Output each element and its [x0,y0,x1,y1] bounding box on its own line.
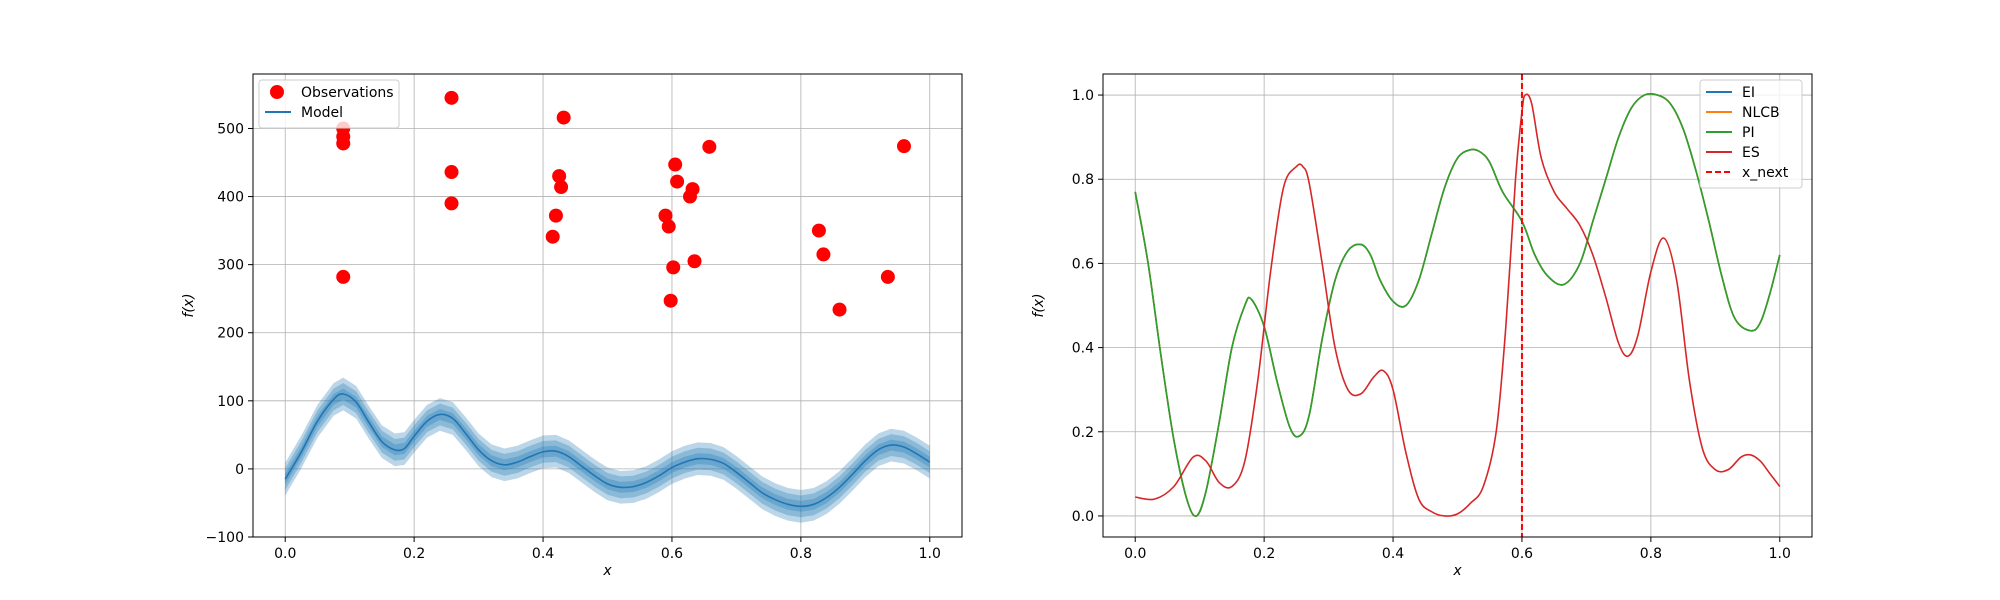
y-tick-label: 100 [217,394,244,410]
observation-point [670,174,685,189]
y-tick-label: 0.2 [1072,425,1094,441]
legend-label: ES [1742,145,1760,161]
legend-item: Observations [270,85,394,101]
observation-point [880,269,895,284]
es-line [1135,93,1781,517]
y-tick-label: 400 [217,190,244,206]
y-tick-label: 1.0 [1072,88,1094,104]
axes-frame [1102,73,1813,538]
y-tick-label: 0.8 [1072,172,1094,188]
x-tick-label: 0.6 [1511,546,1533,562]
observation-point [444,165,459,180]
confidence-band [285,383,930,518]
legend-item: EI [1706,85,1755,101]
x-tick-label: 0.4 [532,546,554,562]
observation-point [666,260,681,275]
x-tick-label: 0.2 [1253,546,1275,562]
observation-point [668,157,683,172]
observation-point [687,254,702,269]
observation-point [685,182,700,197]
x-tick-label: 0.4 [1382,546,1404,562]
legend-item: x_next [1706,165,1789,181]
left-chart-fx-vs-x: 0.0 0.2 0.4 0.6 0.8 1.0 −100 0 100 200 300 400 500 x f… [181,73,963,579]
legend-label: NLCB [1742,105,1780,121]
observation-point [548,208,563,223]
y-tick-label: 300 [217,258,244,274]
legend-label: Observations [301,85,394,101]
plot-area [1134,74,1781,537]
observation-point [336,269,351,284]
observation-point [811,223,826,238]
observation-point [661,219,676,234]
y-tick-label: 0.0 [1072,509,1094,525]
y-tick-label: 0.4 [1072,341,1094,357]
legend-label: PI [1742,125,1755,141]
right-chart-acquisition-functions: 0.0 0.2 0.4 0.6 0.8 1.0 0.0 0.2 0.4 0.6 0.8 1.0 x f(x… [1031,73,1813,579]
observation-point [336,136,351,151]
x-tick-label: 0.8 [1640,546,1662,562]
legend-label: EI [1742,85,1755,101]
legend-box [1699,79,1803,189]
observation-point [658,208,673,223]
legend-label: Model [301,105,343,121]
x-axis-label: x [1452,563,1462,579]
confidence-band [285,388,930,512]
x-axis-label: x [602,563,612,579]
legend-item: PI [1706,125,1755,141]
x-tick-label: 0.6 [661,546,683,562]
legend-item: Model [265,105,343,121]
y-tick-label: 200 [217,326,244,342]
x-tick-label: 0.2 [403,546,425,562]
observation-point [832,302,847,317]
legend-label: x_next [1742,165,1789,181]
x-tick-label: 0.0 [1124,546,1146,562]
confidence-band [285,377,930,523]
observation-point [816,247,831,262]
observation-point [556,110,571,125]
legend-marker [270,85,284,99]
observation-point [554,180,569,195]
legend: Observations Model [258,79,400,129]
observation-point [663,293,678,308]
legend-box [258,79,400,129]
x-tick-label: 1.0 [919,546,941,562]
y-tick-label: −100 [206,530,244,546]
legend-item: NLCB [1706,105,1780,121]
observation-point [444,196,459,211]
legend: EI NLCB PI ES x_next [1699,79,1803,189]
axes-frame [252,73,963,538]
y-axis-label: f(x) [1031,293,1047,317]
observation-point [444,90,459,105]
observation-point [896,139,911,154]
legend-item: ES [1706,145,1760,161]
observation-point [702,139,717,154]
y-tick-label: 500 [217,121,244,137]
observation-point [552,169,567,184]
model-line [284,393,931,508]
y-tick-label: 0 [235,462,244,478]
pi-line [1134,92,1781,517]
x-tick-label: 0.0 [274,546,296,562]
x-tick-label: 1.0 [1769,546,1791,562]
y-tick-label: 0.6 [1072,256,1094,272]
observation-point [545,229,560,244]
plot-area [284,90,931,523]
y-axis-label: f(x) [181,293,197,317]
x-tick-label: 0.8 [790,546,812,562]
